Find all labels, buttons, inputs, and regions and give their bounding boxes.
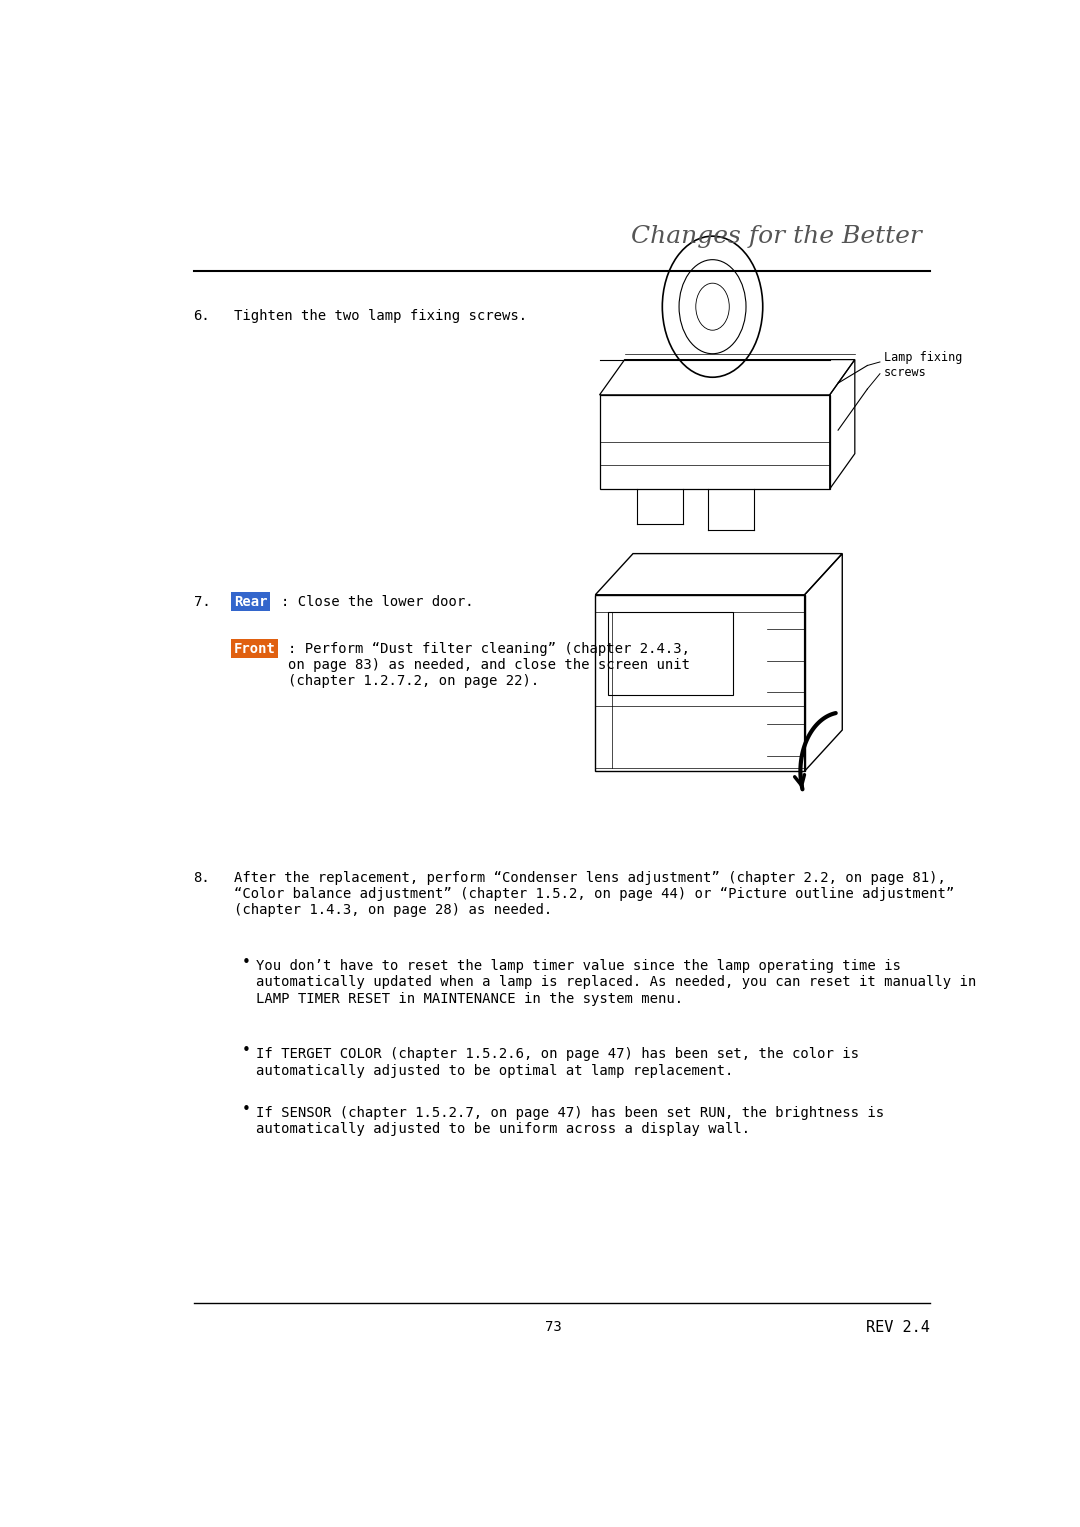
Text: •: • bbox=[242, 1043, 251, 1058]
Text: If SENSOR (chapter 1.5.2.7, on page 47) has been set RUN, the brightness is
auto: If SENSOR (chapter 1.5.2.7, on page 47) … bbox=[256, 1106, 885, 1136]
Text: 6.: 6. bbox=[193, 308, 211, 324]
Text: : Close the lower door.: : Close the lower door. bbox=[282, 594, 474, 609]
Text: 8.: 8. bbox=[193, 870, 211, 886]
Text: Tighten the two lamp fixing screws.: Tighten the two lamp fixing screws. bbox=[233, 308, 527, 324]
Text: Lamp fixing
screws: Lamp fixing screws bbox=[885, 351, 962, 380]
Text: Rear: Rear bbox=[233, 594, 267, 609]
Text: If TERGET COLOR (chapter 1.5.2.6, on page 47) has been set, the color is
automat: If TERGET COLOR (chapter 1.5.2.6, on pag… bbox=[256, 1048, 860, 1078]
Text: REV 2.4: REV 2.4 bbox=[866, 1321, 930, 1335]
Text: •: • bbox=[242, 1101, 251, 1116]
Text: 73: 73 bbox=[545, 1321, 562, 1335]
Text: After the replacement, perform “Condenser lens adjustment” (chapter 2.2, on page: After the replacement, perform “Condense… bbox=[233, 870, 954, 918]
Text: •: • bbox=[242, 954, 251, 970]
Text: 7.: 7. bbox=[193, 594, 211, 609]
Text: : Perform “Dust filter cleaning” (chapter 2.4.3,
on page 83) as needed, and clos: : Perform “Dust filter cleaning” (chapte… bbox=[288, 641, 690, 689]
Text: Front: Front bbox=[233, 641, 275, 655]
Text: You don’t have to reset the lamp timer value since the lamp operating time is
au: You don’t have to reset the lamp timer v… bbox=[256, 959, 976, 1006]
Text: Changes for the Better: Changes for the Better bbox=[631, 224, 922, 247]
